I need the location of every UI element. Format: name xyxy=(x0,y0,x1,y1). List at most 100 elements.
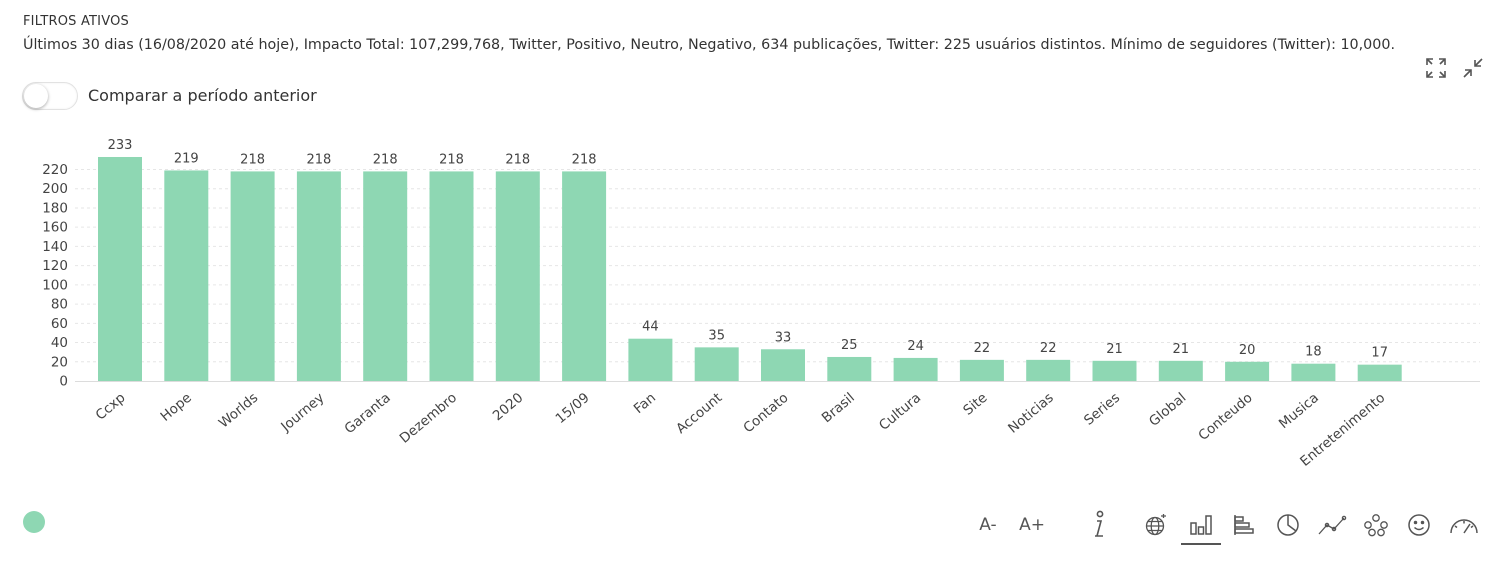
bar[interactable] xyxy=(429,171,474,381)
network-chart-button[interactable] xyxy=(1356,505,1396,545)
bar[interactable] xyxy=(827,356,872,381)
bar[interactable] xyxy=(1357,364,1402,381)
data-label: 218 xyxy=(306,152,331,167)
bar[interactable] xyxy=(1092,360,1137,381)
y-tick-label: 140 xyxy=(42,239,68,255)
data-label: 20 xyxy=(1239,343,1256,358)
bar[interactable] xyxy=(1225,361,1270,381)
x-tick-label: Series xyxy=(1081,390,1123,429)
bar[interactable] xyxy=(1026,359,1071,381)
data-label: 35 xyxy=(708,328,725,343)
y-tick-label: 100 xyxy=(42,277,68,293)
bar[interactable] xyxy=(230,171,275,381)
x-tick-label: Conteudo xyxy=(1195,390,1255,444)
x-tick-label: Brasil xyxy=(819,390,858,426)
sentiment-button[interactable] xyxy=(1399,505,1439,545)
font-decrease-button[interactable]: A- xyxy=(979,515,997,535)
expand-icon xyxy=(1426,58,1446,78)
x-tick-label: Account xyxy=(673,390,725,437)
x-tick-label: 2020 xyxy=(490,390,527,424)
data-label: 233 xyxy=(108,138,133,153)
y-tick-label: 160 xyxy=(42,220,68,236)
x-tick-label: Musica xyxy=(1276,390,1322,432)
bar[interactable] xyxy=(1158,360,1203,381)
data-label: 33 xyxy=(775,330,792,345)
legend-series-dot[interactable] xyxy=(23,511,45,533)
bar[interactable] xyxy=(164,170,209,381)
data-label: 218 xyxy=(505,152,530,167)
x-tick-label: Noticias xyxy=(1005,390,1057,437)
bar[interactable] xyxy=(98,156,142,381)
y-tick-label: 20 xyxy=(51,354,68,370)
data-label: 218 xyxy=(240,152,265,167)
data-label: 218 xyxy=(439,152,464,167)
bar-chart-icon xyxy=(1190,515,1212,535)
bar[interactable] xyxy=(363,171,408,381)
data-label: 18 xyxy=(1305,345,1322,360)
horizontal-bar-chart-button[interactable] xyxy=(1224,505,1264,545)
info-button[interactable] xyxy=(1078,505,1118,545)
data-label: 219 xyxy=(174,151,199,166)
data-label: 22 xyxy=(974,341,991,356)
x-tick-label: Worlds xyxy=(216,390,261,432)
bar[interactable] xyxy=(761,349,805,381)
y-tick-label: 200 xyxy=(42,181,68,197)
bar[interactable] xyxy=(694,347,739,381)
toggle-knob xyxy=(24,84,48,108)
x-tick-label: 15/09 xyxy=(553,390,593,427)
data-label: 24 xyxy=(907,339,924,354)
data-label: 22 xyxy=(1040,341,1057,356)
y-tick-label: 0 xyxy=(59,374,68,390)
x-tick-label: Dezembro xyxy=(397,390,460,447)
collapse-button[interactable] xyxy=(1462,57,1484,79)
sentiment-icon xyxy=(1408,514,1430,536)
pie-chart-button[interactable] xyxy=(1268,505,1308,545)
gauge-icon xyxy=(1450,519,1478,534)
line-chart-icon xyxy=(1318,515,1347,535)
bar-chart: 0 20 40 60 80 100 120 140 160 180 200 220 233 Ccxp 219… xyxy=(42,138,1480,470)
collapse-icon xyxy=(1463,58,1483,78)
data-label: 218 xyxy=(572,152,597,167)
bar-chart-button[interactable] xyxy=(1181,505,1221,545)
data-label: 17 xyxy=(1371,346,1388,361)
globe-chart-icon xyxy=(1145,514,1166,536)
data-label: 25 xyxy=(841,338,858,353)
font-increase-button[interactable]: A+ xyxy=(1019,515,1045,535)
line-chart-button[interactable] xyxy=(1312,505,1352,545)
data-label: 21 xyxy=(1173,342,1190,357)
y-tick-label: 80 xyxy=(51,297,68,313)
data-label: 44 xyxy=(642,320,659,335)
data-label: 21 xyxy=(1106,342,1123,357)
bar[interactable] xyxy=(495,171,540,381)
y-tick-label: 120 xyxy=(42,258,68,274)
pie-chart-icon xyxy=(1277,514,1299,536)
bar[interactable] xyxy=(1291,363,1336,381)
data-label: 218 xyxy=(373,152,398,167)
expand-button[interactable] xyxy=(1425,57,1447,79)
network-icon xyxy=(1364,514,1388,537)
horizontal-bar-chart-icon xyxy=(1234,515,1254,535)
compare-label: Comparar a período anterior xyxy=(88,86,317,105)
filters-title: FILTROS ATIVOS xyxy=(23,14,129,29)
x-tick-label: Journey xyxy=(277,390,327,436)
bar[interactable] xyxy=(296,171,341,381)
x-tick-label: Garanta xyxy=(342,390,394,437)
bar[interactable] xyxy=(893,357,938,381)
globe-chart-button[interactable] xyxy=(1136,505,1176,545)
bar[interactable] xyxy=(562,171,607,381)
x-tick-label: Contato xyxy=(740,390,791,437)
y-tick-label: 180 xyxy=(42,200,68,216)
y-tick-label: 60 xyxy=(51,316,68,332)
x-tick-label: Hope xyxy=(158,390,195,425)
x-tick-label: Fan xyxy=(631,390,659,417)
x-tick-label: Cultura xyxy=(876,390,924,434)
gauge-button[interactable] xyxy=(1444,505,1484,545)
x-tick-label: Site xyxy=(960,390,990,419)
x-tick-label: Global xyxy=(1146,390,1189,430)
filters-summary: Últimos 30 dias (16/08/2020 até hoje), I… xyxy=(23,37,1396,53)
y-tick-label: 40 xyxy=(51,335,68,351)
compare-toggle[interactable] xyxy=(22,82,78,110)
bar[interactable] xyxy=(959,359,1004,381)
bar[interactable] xyxy=(628,338,673,381)
x-tick-label: Ccxp xyxy=(93,390,129,424)
